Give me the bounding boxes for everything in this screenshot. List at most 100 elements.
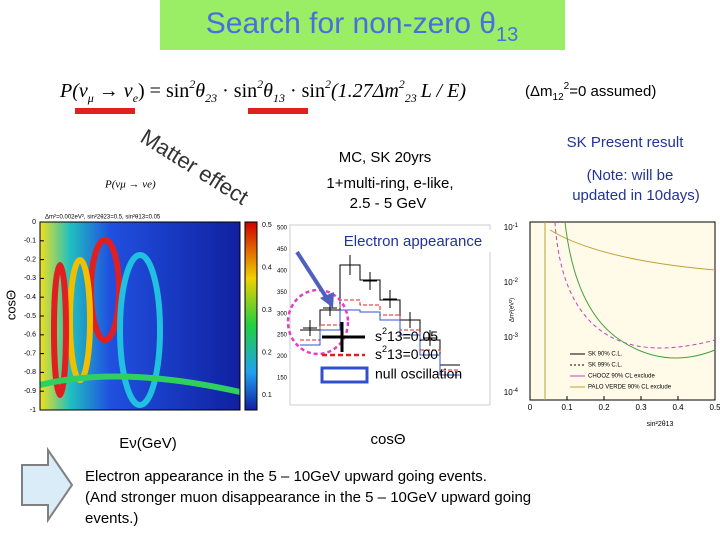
tick-base: 10 — [504, 223, 513, 232]
tick-exp: -2 — [513, 278, 519, 284]
mc-label: 1+multi-ring, e-like, — [326, 175, 453, 192]
title: Search for non-zero θ13 — [206, 7, 518, 46]
tick-base: 10 — [504, 333, 513, 342]
legend-label: s213=0.00 — [375, 344, 438, 361]
footer-text: Electron appearance in the 5 – 10GeV upw… — [85, 468, 487, 485]
footer-text: (And stronger muon disappearance in the … — [85, 489, 531, 506]
y-tick-label: 400 — [277, 268, 288, 274]
formula-part: θ — [263, 80, 273, 102]
y-tick-label: -0.8 — [24, 369, 36, 376]
colorbar-tick-label: 0.2 — [262, 349, 272, 356]
title-sub: 13 — [496, 24, 518, 46]
mc-label: MC, SK 20yrs — [339, 149, 432, 166]
tick-base: 10 — [504, 388, 513, 397]
x-tick-label: 0.1 — [561, 403, 573, 412]
assumption-part: (Δm — [525, 83, 553, 100]
histogram — [300, 309, 460, 376]
formula-part: e — [133, 91, 139, 105]
formula-part: L / E — [420, 80, 460, 102]
legend-part: s — [375, 328, 382, 344]
title-text: Search for non-zero θ — [206, 7, 496, 40]
y-tick-label: -0.7 — [24, 350, 36, 357]
plot-frame — [289, 224, 491, 406]
formula: P(νμ → νe) = sin2θ23 · sin2θ13 · sin2(1.… — [59, 77, 466, 105]
y-tick-label: -0.9 — [24, 388, 36, 395]
x-axis-label: sin²2θ13 — [647, 421, 674, 428]
tick-exp: -1 — [513, 223, 519, 229]
histogram — [300, 299, 460, 371]
y-axis-label: Δm²(eV²) — [510, 298, 516, 322]
formula-part: → ν — [94, 80, 133, 102]
footer-text: events.) — [85, 510, 138, 527]
contour — [554, 221, 716, 349]
formula-part: 2 — [189, 77, 195, 91]
formula-part: μ — [87, 91, 94, 105]
x-tick-label: 0 — [528, 403, 533, 412]
pointer-arrow — [295, 250, 330, 302]
y-tick-label: -0.2 — [24, 256, 36, 263]
legend-part: 13=0.05 — [387, 328, 438, 344]
legend-label: s213=0.05 — [375, 326, 438, 343]
highlight-bar — [248, 108, 308, 114]
colorbar-tick-label: 0.4 — [262, 264, 272, 271]
mc-label: 2.5 - 5 GeV — [350, 195, 427, 212]
tick-base: 10 — [504, 278, 513, 287]
highlight-bar — [75, 108, 135, 114]
x-axis-label: cosΘ — [370, 431, 405, 448]
colorbar-tick-label: 0.1 — [262, 392, 272, 399]
formula-part: · sin — [217, 80, 257, 102]
y-tick-label: 150 — [277, 376, 288, 382]
y-tick-label: 0 — [32, 219, 36, 226]
y-tick-label: -0.3 — [24, 275, 36, 282]
legend-part: 13=0.00 — [387, 346, 438, 362]
formula-part: 23 — [205, 91, 217, 105]
y-tick-label: -0.4 — [24, 294, 36, 301]
formula-part: 13 — [273, 91, 285, 105]
data-points — [303, 255, 437, 346]
note: (Note: will be — [587, 167, 674, 184]
y-tick-label: 200 — [277, 354, 288, 360]
inset-formula: P(νμ → νe) — [104, 179, 156, 191]
legend-part: 2 — [382, 326, 387, 336]
colorbar-tick-label: 0.3 — [262, 307, 272, 314]
formula-part: 23 — [405, 91, 417, 105]
formula-part: θ — [195, 80, 205, 102]
tick-exp: -3 — [513, 333, 519, 339]
tick-exp: -4 — [513, 388, 519, 394]
arrow-icon — [21, 446, 74, 524]
formula-part: 2 — [325, 77, 331, 91]
note: updated in 10days) — [572, 187, 700, 204]
y-tick-label: -0.5 — [24, 313, 36, 320]
y-tick-label: 10-1 — [504, 223, 519, 233]
assumption-part: 12 — [553, 92, 565, 103]
legend-label: PALO VERDE 90% CL exclude — [588, 385, 672, 391]
assumption-part: 2 — [564, 81, 570, 92]
y-tick-label: 10-3 — [504, 333, 519, 343]
formula-part: ) — [458, 80, 466, 102]
legend-label: SK 99% C.L. — [588, 363, 623, 369]
x-tick-label: 0.5 — [709, 403, 720, 412]
formula-part: 2 — [399, 77, 405, 91]
assumption: (Δm122=0 assumed) — [525, 81, 656, 103]
contour — [564, 221, 716, 359]
formula-part: 2 — [257, 77, 263, 91]
legend-swatch — [320, 366, 369, 384]
y-tick-label: 250 — [277, 333, 288, 339]
x-tick-label: 0.4 — [672, 403, 684, 412]
formula-part: P(ν — [59, 80, 88, 102]
y-tick-label: 10-2 — [504, 278, 519, 288]
y-tick-label: 300 — [277, 311, 288, 317]
y-tick-label: 500 — [277, 226, 288, 232]
formula-part: · sin — [285, 80, 325, 102]
heatmap-bands — [39, 237, 241, 408]
sk-result: SK Present result — [567, 134, 685, 151]
plot-frame — [529, 221, 716, 401]
x-axis-label: Eν(GeV) — [119, 435, 177, 452]
section-label: Electron appearance — [344, 233, 482, 250]
colorbar — [244, 221, 258, 411]
y-tick-label: 350 — [277, 290, 288, 296]
x-tick-label: 0.3 — [635, 403, 647, 412]
legend-label: SK 90% C.L. — [588, 352, 623, 358]
